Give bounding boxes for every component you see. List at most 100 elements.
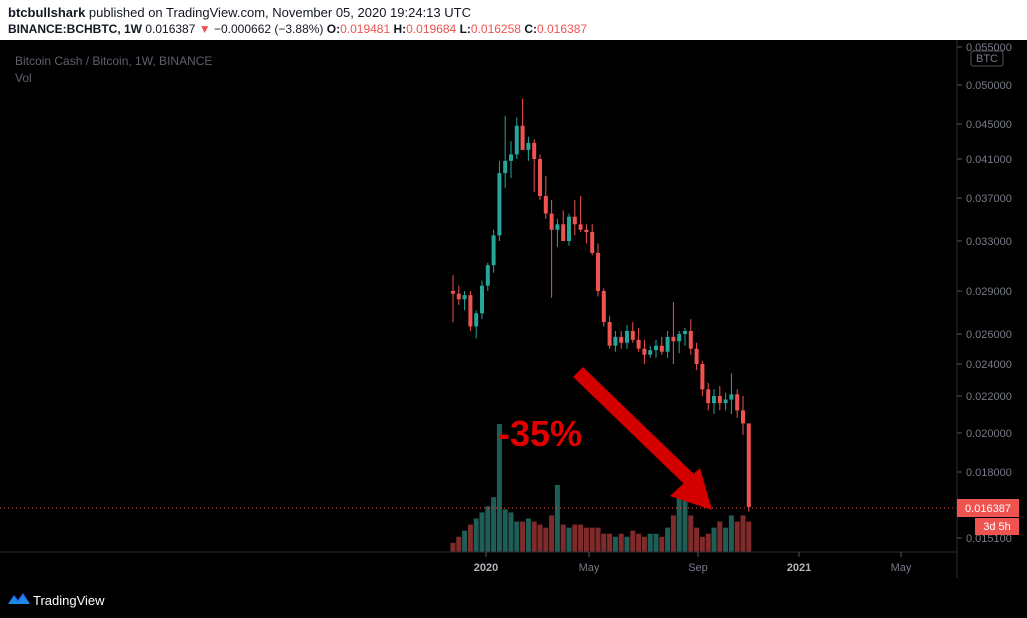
legend-vol: Vol bbox=[15, 71, 32, 85]
current-price-tag bbox=[957, 499, 1019, 517]
volume-bar bbox=[601, 533, 607, 552]
candle-body bbox=[561, 224, 566, 241]
candle-body bbox=[451, 291, 455, 294]
candle bbox=[642, 339, 647, 364]
candle-body bbox=[567, 216, 571, 241]
candle bbox=[549, 200, 554, 298]
time-tick-label: 2021 bbox=[787, 562, 811, 574]
candle bbox=[671, 302, 676, 364]
candle bbox=[456, 285, 461, 305]
volume-bar bbox=[589, 527, 595, 552]
chart-area[interactable]: -35% 0.055000 0.050000 0.045000 0.041000 0.0… bbox=[0, 40, 1027, 578]
candle bbox=[729, 373, 734, 415]
price-tick-label: 0.022000 bbox=[966, 391, 1012, 403]
price-tick-label: 0.037000 bbox=[966, 193, 1012, 205]
publish-info: btcbullshark published on TradingView.co… bbox=[8, 5, 471, 20]
candle-body bbox=[636, 339, 641, 349]
candle-body bbox=[654, 345, 658, 351]
candle bbox=[625, 325, 629, 349]
volume-bar bbox=[630, 530, 636, 552]
publisher-name[interactable]: btcbullshark bbox=[8, 5, 86, 20]
candle-body bbox=[462, 295, 467, 300]
volume-bar bbox=[491, 497, 497, 552]
candle-body bbox=[671, 336, 676, 342]
price-tick-label: 0.050000 bbox=[966, 80, 1012, 92]
candle bbox=[578, 195, 583, 232]
candle-body bbox=[468, 295, 473, 327]
volume-bar bbox=[456, 536, 462, 552]
down-triangle-icon: ▼ bbox=[198, 22, 211, 36]
symbol-name: BINANCE:BCHBTC, 1W bbox=[8, 22, 142, 36]
candle bbox=[596, 243, 600, 297]
volume-bar bbox=[525, 518, 531, 552]
candle-body bbox=[735, 394, 740, 411]
volume-bar bbox=[665, 527, 671, 552]
volume-bar bbox=[636, 533, 642, 552]
candle bbox=[630, 322, 635, 343]
tradingview-brand: TradingView bbox=[33, 593, 105, 608]
price-axis[interactable]: 0.0550000.0500000.0450000.0410000.037000… bbox=[957, 42, 1012, 545]
candle bbox=[677, 330, 682, 354]
price-tick-label: 0.045000 bbox=[966, 119, 1012, 131]
candle bbox=[532, 139, 537, 192]
currency-label: BTC bbox=[976, 53, 998, 65]
volume-bar bbox=[676, 491, 682, 552]
volume-bar bbox=[723, 527, 729, 552]
publish-header: btcbullshark published on TradingView.co… bbox=[0, 0, 1027, 40]
volume-bar bbox=[537, 524, 543, 552]
candle-body bbox=[474, 313, 479, 327]
price-tick-label: 0.020000 bbox=[966, 428, 1012, 440]
candle-body bbox=[659, 345, 664, 352]
candle-body bbox=[694, 348, 699, 364]
volume-bar bbox=[647, 533, 653, 552]
candle-body bbox=[596, 252, 600, 291]
candle bbox=[712, 389, 716, 415]
published-text: published on TradingView.com, November 0… bbox=[88, 5, 471, 20]
close-value: 0.016387 bbox=[536, 22, 588, 36]
candle bbox=[468, 291, 473, 331]
candle bbox=[694, 342, 699, 371]
open-label: O: bbox=[326, 22, 341, 36]
price-chart[interactable]: -35% 0.0550000.0500000.0450000.0410000.0… bbox=[0, 40, 1027, 578]
volume-bar bbox=[711, 527, 717, 552]
candle bbox=[590, 224, 595, 256]
candle bbox=[613, 330, 618, 352]
last-price: 0.016387 bbox=[145, 22, 196, 36]
low-label: L: bbox=[459, 22, 471, 36]
candle-body bbox=[625, 330, 629, 343]
candle-body bbox=[648, 350, 653, 355]
volume-bar bbox=[578, 524, 584, 552]
candle bbox=[514, 117, 519, 159]
candle bbox=[520, 98, 525, 150]
candle-body bbox=[526, 142, 531, 150]
candle-body bbox=[509, 154, 513, 161]
volume-bar bbox=[682, 497, 688, 552]
candle bbox=[555, 218, 560, 247]
volume-bar bbox=[508, 512, 514, 552]
candle-body bbox=[642, 348, 647, 355]
candle bbox=[584, 224, 589, 244]
candle bbox=[683, 327, 687, 346]
volume-bar bbox=[641, 536, 647, 552]
candle-body bbox=[607, 322, 612, 346]
candle bbox=[654, 339, 658, 358]
high-label: H: bbox=[393, 22, 407, 36]
candle-body bbox=[746, 423, 751, 507]
time-tick-label: Sep bbox=[688, 562, 708, 574]
candle-body bbox=[549, 213, 554, 230]
candle-body bbox=[503, 160, 508, 174]
candle bbox=[526, 136, 531, 161]
time-tick-label: May bbox=[579, 562, 600, 574]
time-axis[interactable]: 2020 May Sep 2021 May bbox=[474, 552, 912, 574]
candle-body bbox=[601, 291, 606, 323]
volume-bar bbox=[746, 521, 752, 552]
candle-body bbox=[723, 399, 728, 404]
volume-bar bbox=[717, 521, 723, 552]
annotation-text: -35% bbox=[498, 413, 582, 454]
price-tick-label: 0.024000 bbox=[966, 359, 1012, 371]
price-change: −0.000662 (−3.88%) bbox=[213, 22, 324, 36]
tradingview-logo-icon bbox=[8, 593, 30, 604]
candle-body bbox=[677, 334, 682, 342]
price-tick-label: 0.029000 bbox=[966, 286, 1012, 298]
candle bbox=[735, 389, 740, 418]
